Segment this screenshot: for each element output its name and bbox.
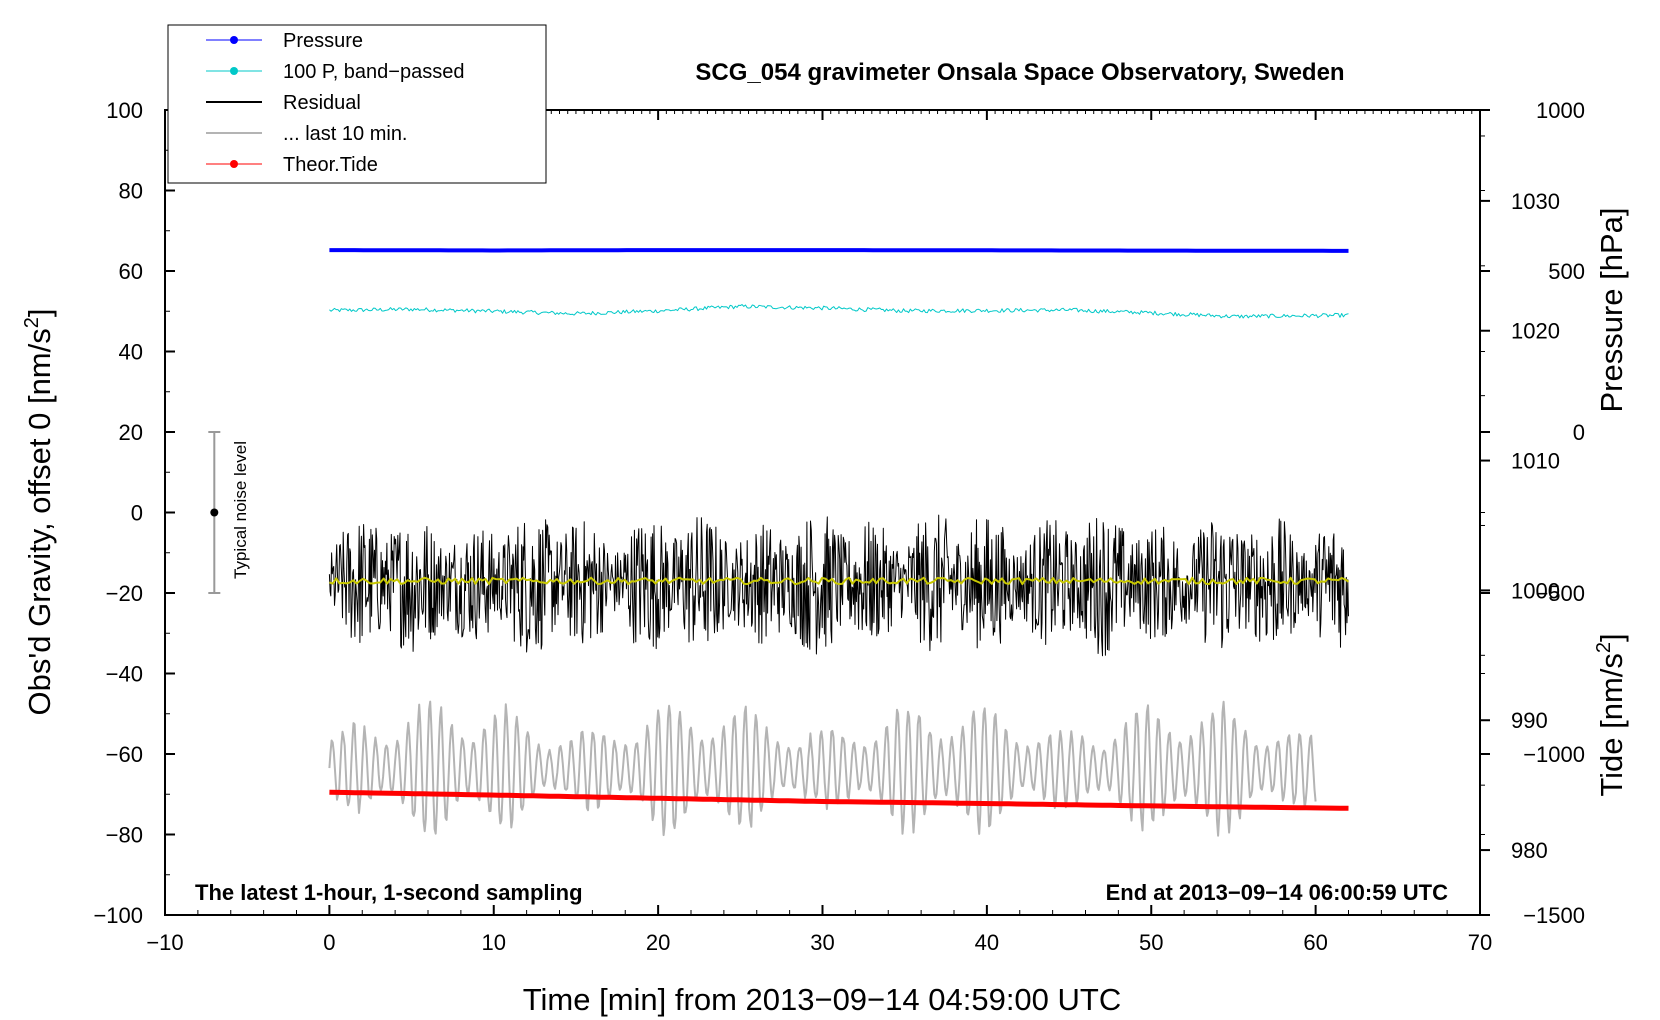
pressure-tick-label: 1000: [1511, 578, 1560, 603]
series-line-theor-tide: [329, 789, 1349, 811]
legend-marker-theor-tide: [230, 160, 238, 168]
pressure-tick-label: 1020: [1511, 319, 1560, 344]
tide-tick-label: 0: [1573, 420, 1585, 445]
legend-label-residual: Residual: [283, 92, 361, 114]
y-tick-label: −80: [106, 823, 143, 848]
pressure-tick-label: 980: [1511, 838, 1548, 863]
y-axis-title-pressure: Pressure [hPa]: [1594, 207, 1629, 412]
legend-label-theor-tide: Theor.Tide: [283, 154, 378, 176]
x-tick-label: −10: [146, 930, 183, 955]
series-line-100-p-band-passed: [329, 304, 1349, 319]
legend-marker-100-p-band-passed: [230, 67, 238, 75]
x-tick-label: 50: [1139, 930, 1163, 955]
y-tick-label: 20: [119, 420, 143, 445]
series-line-pressure: [329, 248, 1349, 253]
x-tick-label: 70: [1468, 930, 1492, 955]
series-line-residual-smoothed: [329, 576, 1350, 586]
legend-box: [167, 24, 547, 184]
tide-tick-label: −500: [1535, 581, 1585, 606]
plot-data-layer: [328, 248, 1350, 837]
pressure-tick-label: 990: [1511, 708, 1548, 733]
y-tick-label: 100: [106, 98, 143, 123]
y-tick-label: 80: [119, 179, 143, 204]
pressure-tick-label: 1010: [1511, 449, 1560, 474]
note-left: The latest 1-hour, 1-second sampling: [195, 880, 583, 905]
y-tick-label: −100: [93, 903, 143, 928]
tide-tick-label: −1500: [1523, 903, 1585, 928]
axis-ticks-layer: −10 0 10 20 30 40 50 60 70−100−80−60−40−20020406…: [93, 98, 1585, 955]
noise-indicator: Typical noise level: [208, 431, 250, 594]
noise-label: Typical noise level: [231, 441, 250, 579]
legend-marker-pressure: [230, 36, 238, 44]
x-tick-label: 60: [1303, 930, 1327, 955]
x-tick-label: 30: [810, 930, 834, 955]
y-tick-label: 40: [119, 340, 143, 365]
pressure-tick-label: 1030: [1511, 189, 1560, 214]
x-tick-label: 10: [482, 930, 506, 955]
noise-center-dot: [210, 508, 219, 517]
y-tick-label: 0: [131, 501, 143, 526]
y-tick-label: −60: [106, 742, 143, 767]
tide-tick-label: 500: [1548, 259, 1585, 284]
tide-tick-label: 1000: [1536, 98, 1585, 123]
legend-label-last-10-min: ... last 10 min.: [283, 123, 408, 145]
x-tick-label: 0: [323, 930, 335, 955]
note-right: End at 2013−09−14 06:00:59 UTC: [1106, 880, 1449, 905]
y-tick-label: −40: [106, 662, 143, 687]
y-axis-title-tide: Tide [nm/s2]: [1593, 633, 1629, 796]
y-tick-label: −20: [106, 581, 143, 606]
x-tick-label: 40: [975, 930, 999, 955]
x-tick-label: 20: [646, 930, 670, 955]
series-line-last-10-min: [328, 700, 1317, 837]
legend: Pressure 100 P, band−passed Residual ... la…: [167, 24, 547, 184]
y-axis-title-left: Obs'd Gravity, offset 0 [nm/s2]: [21, 309, 57, 716]
y-tick-label: 60: [119, 259, 143, 284]
legend-label-100-p-band-passed: 100 P, band−passed: [283, 61, 464, 83]
chart-title: SCG_054 gravimeter Onsala Space Observat…: [695, 59, 1344, 86]
series-line-residual: [328, 514, 1349, 657]
legend-label-pressure: Pressure: [283, 30, 363, 52]
x-axis-title: Time [min] from 2013−09−14 04:59:00 UTC: [523, 982, 1122, 1017]
tide-tick-label: −1000: [1523, 742, 1585, 767]
